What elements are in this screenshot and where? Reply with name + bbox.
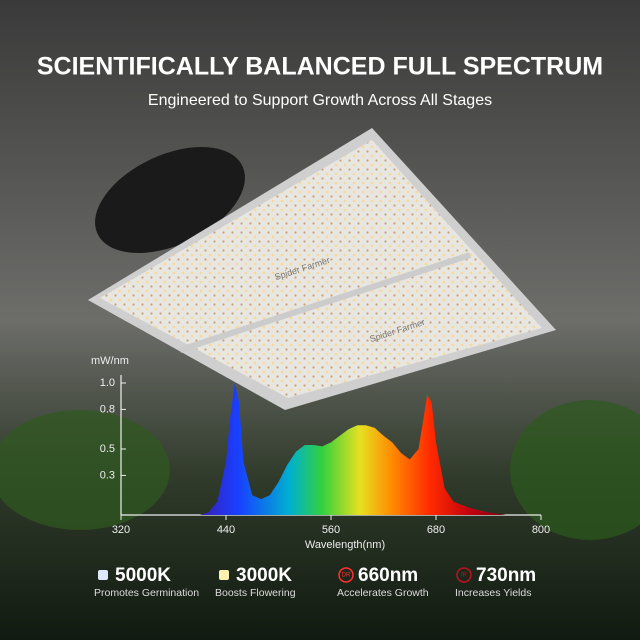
y-tick-label: 0.3 [100,469,115,481]
feature-icon [456,567,472,583]
x-tick-label: 680 [427,524,445,536]
feature-icon-text: IR [461,573,468,579]
spectrum-area [199,383,506,515]
feature-caption: Accelerates Growth [337,587,429,599]
x-tick-label: 440 [217,524,235,536]
feature-icon [338,567,354,583]
title: SCIENTIFICALLY BALANCED FULL SPECTRUM [37,53,603,81]
y-tick-label: 0.8 [100,403,115,415]
spectrum-chart: mW/nm Wavelength(nm) 0.3 0.5 0.8 1.0 320 440 560… [91,355,550,551]
feature-icon-text: DR [342,573,351,579]
y-axis-label: mW/nm [91,355,129,367]
panel-divider [179,252,471,353]
feature-icon [98,570,108,580]
x-tick-label: 320 [112,524,130,536]
light-panel [100,140,542,398]
leaf [0,410,170,530]
feature-value: 3000K [236,565,292,586]
feature-value: 730nm [476,565,536,586]
subtitle: Engineered to Support Growth Across All … [148,92,492,109]
x-axis-label: Wavelength(nm) [305,539,385,551]
y-tick-label: 0.5 [100,443,115,455]
fan-duct [95,147,245,253]
leaf [510,400,640,540]
feature-caption: Boosts Flowering [215,587,296,599]
x-tick-label: 800 [532,524,550,536]
feature-caption: Increases Yields [455,587,531,599]
feature-caption: Promotes Germination [94,587,199,599]
y-tick-label: 1.0 [100,377,115,389]
feature-value: 5000K [115,565,171,586]
feature-value: 660nm [358,565,418,586]
feature-icon [219,570,229,580]
x-tick-label: 560 [322,524,340,536]
